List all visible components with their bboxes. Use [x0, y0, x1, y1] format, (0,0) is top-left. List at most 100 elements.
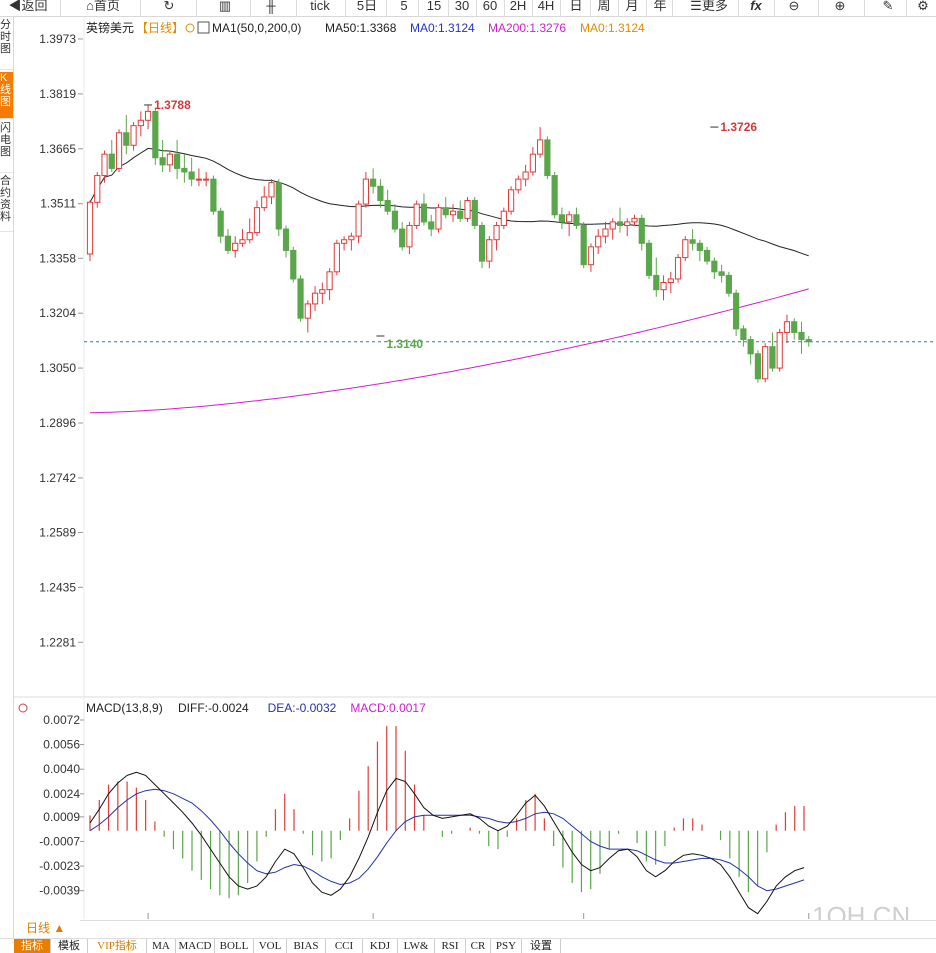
period-button-0[interactable]: 5日 [356, 0, 378, 13]
indicator-tab-6[interactable]: VOL [254, 939, 287, 953]
period-button-2[interactable]: 15 [426, 0, 442, 13]
menu-icon: ☰ [690, 0, 702, 13]
tick-button[interactable]: tick [310, 0, 330, 13]
candle-body [144, 110, 152, 121]
period-button-10[interactable]: 年 [653, 0, 667, 13]
period-button-7[interactable]: 日 [569, 0, 583, 13]
candle-body [253, 207, 261, 234]
back-button[interactable]: ◀返回 [2, 0, 54, 16]
candle-body [769, 346, 776, 369]
indicator-tab-3[interactable]: MA [147, 939, 176, 953]
chart-header: 英镑美元 【日线】 MA1(50,0,200,0) MA50:1.3368 MA0:1.… [86, 20, 645, 35]
ma-settings-icon[interactable] [197, 21, 210, 34]
macd-dea-label: DEA:-0.0032 [268, 701, 337, 715]
price-tick-label: 1.2435 [39, 580, 76, 594]
candle-body [406, 224, 413, 248]
period-button-8[interactable]: 周 [597, 0, 611, 13]
candle-body [290, 249, 297, 280]
more-button[interactable]: ☰更多 [684, 0, 734, 16]
indicator-tab-2[interactable]: VIP指标 [88, 939, 147, 953]
period-button-3[interactable]: 30 [454, 0, 470, 13]
price-tick-label: 1.3358 [39, 251, 76, 265]
macd-tick-label: 0.0024 [43, 787, 80, 801]
indicator-toggle-icon[interactable] [185, 23, 195, 33]
period-button-9[interactable]: 月 [625, 0, 639, 13]
formula-button[interactable]: fx [750, 0, 762, 13]
candle-body [413, 203, 420, 226]
candle-body [493, 224, 500, 241]
candle-body [798, 331, 805, 341]
settings-gear-icon[interactable]: ⚙ [917, 0, 929, 13]
indicator-tab-0[interactable]: 指标 [14, 939, 51, 953]
candle-body [776, 331, 783, 369]
kline-chart[interactable]: 1.3973 1.3819 1.3665 1.3511 1.3358 1.3204 1.30… [14, 17, 936, 920]
candle-body [355, 203, 362, 237]
side-tab-0[interactable]: 分时图 [0, 19, 13, 70]
home-button[interactable]: ⌂首页 [74, 0, 132, 16]
ma0-label-b: MA0:1.3124 [580, 21, 645, 35]
macd-tick-label: 0.0056 [43, 738, 80, 752]
side-tab-1[interactable]: K线图 [0, 72, 13, 119]
indicator-tab-13[interactable]: PSY [491, 939, 522, 953]
candle-body [602, 228, 609, 237]
candle-body [115, 132, 123, 169]
period-button-1[interactable]: 5 [400, 0, 408, 13]
zoom-in-icon[interactable]: ⊕ [834, 0, 846, 13]
indicator-tab-10[interactable]: LW& [398, 939, 435, 953]
ma-params-label: MA1(50,0,200,0) [212, 21, 301, 35]
candle-body [783, 321, 791, 333]
candle-body [464, 200, 471, 219]
macd-tick-label: -0.0007 [39, 834, 80, 848]
indicator-tab-11[interactable]: RSI [435, 939, 466, 953]
candle-body [442, 207, 449, 216]
candle-body [420, 203, 428, 223]
candle-body [232, 242, 239, 251]
period-range-selector[interactable]: 日线 ▲ [14, 920, 80, 937]
indicator-tab-9[interactable]: KDJ [363, 939, 398, 953]
candle-body [740, 328, 747, 341]
macd-diff-label: DIFF:-0.0024 [178, 701, 249, 715]
ma200-line [89, 288, 809, 414]
candle-body [609, 221, 616, 230]
candlestick-icon[interactable]: ╫ [266, 0, 276, 13]
candle-body [754, 353, 762, 380]
macd-tick-label: -0.0039 [39, 884, 80, 898]
indicator-tab-7[interactable]: BIAS [287, 939, 326, 953]
period-button-5[interactable]: 2H [509, 0, 527, 13]
candle-body [537, 139, 544, 155]
candle-body [297, 278, 304, 319]
indicator-tab-1[interactable]: 模板 [51, 939, 88, 953]
indicator-tab-8[interactable]: CCI [326, 939, 363, 953]
candle-body [348, 235, 355, 241]
candle-body [428, 221, 435, 230]
time-axis: 2025/072025/082025/092025/102025/11 [147, 913, 810, 919]
dea-line [89, 788, 805, 892]
candle-body [326, 271, 333, 291]
side-tab-3[interactable]: 合约资料 [0, 175, 13, 232]
diff-line [89, 771, 805, 915]
candle-body [500, 210, 507, 226]
candle-body [152, 110, 159, 159]
candle-body [631, 217, 638, 223]
candle-body [624, 221, 631, 226]
candle-body [762, 346, 769, 380]
macd-settings-icon[interactable] [18, 703, 28, 713]
indicator-tab-5[interactable]: BOLL [215, 939, 254, 953]
refresh-icon[interactable]: ↻ [163, 0, 175, 13]
candle-body [333, 242, 340, 273]
indicator-tab-4[interactable]: MACD [176, 939, 215, 953]
bar-chart-icon[interactable]: ▥ [218, 0, 232, 13]
ma50-line [89, 147, 809, 257]
candle-body [566, 214, 573, 223]
macd-tick-label: -0.0023 [39, 859, 80, 873]
indicator-tab-14[interactable]: 设置 [522, 939, 561, 953]
side-tabs: 分时图 K线图闪电图合约资料 [0, 17, 14, 952]
period-button-6[interactable]: 4H [537, 0, 555, 13]
indicator-tab-12[interactable]: CR [466, 939, 491, 953]
candle-body [217, 210, 224, 237]
zoom-out-icon[interactable]: ⊖ [788, 0, 800, 13]
period-button-4[interactable]: 60 [482, 0, 498, 13]
draw-pen-icon[interactable]: ✎ [882, 0, 894, 13]
side-tab-2[interactable]: 闪电图 [0, 122, 13, 173]
candle-body [174, 153, 181, 169]
